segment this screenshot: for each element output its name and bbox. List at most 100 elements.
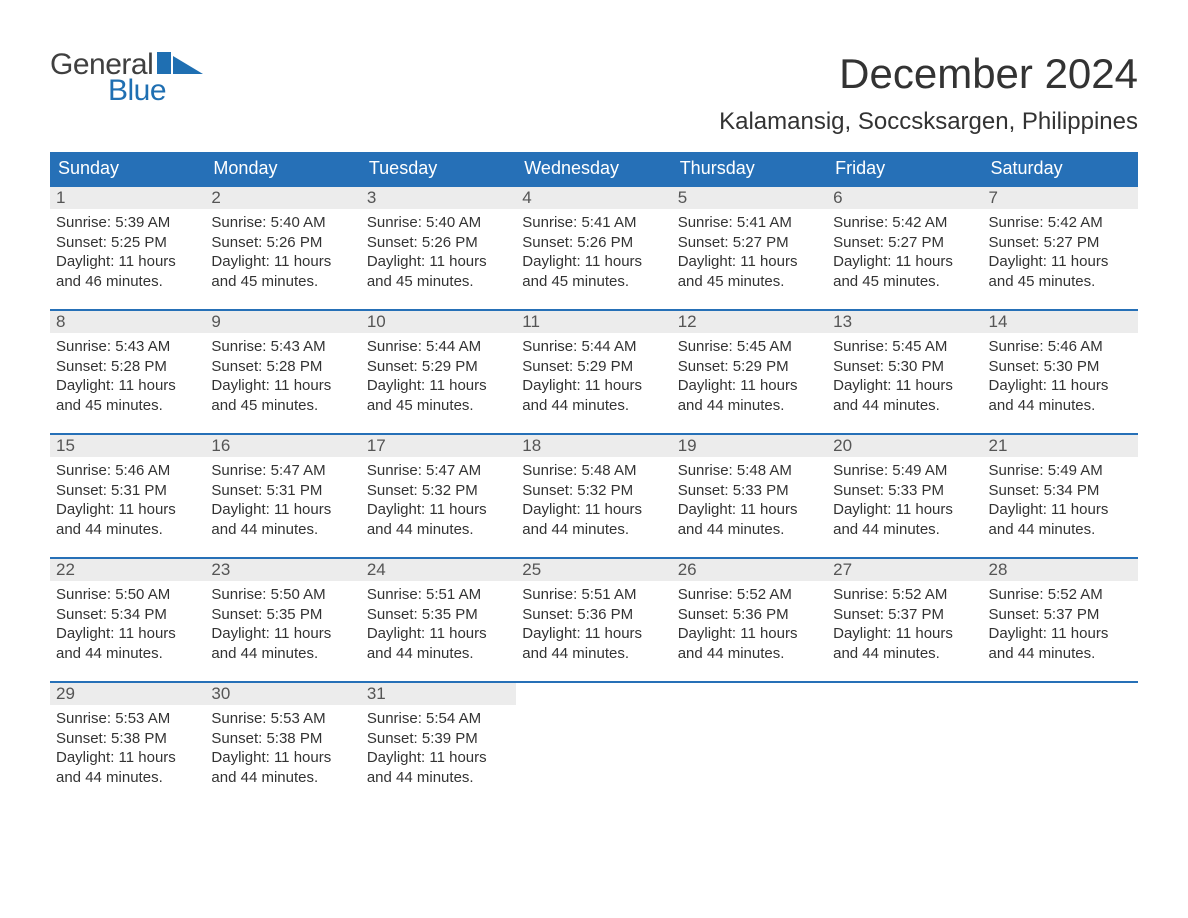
day-number: 27 bbox=[827, 559, 982, 581]
day-details: Sunrise: 5:43 AMSunset: 5:28 PMDaylight:… bbox=[205, 333, 360, 415]
day-cell: 3Sunrise: 5:40 AMSunset: 5:26 PMDaylight… bbox=[361, 187, 516, 291]
daylight-text: Daylight: 11 hours bbox=[367, 500, 510, 520]
weekday-sunday: Sunday bbox=[50, 152, 205, 185]
sunrise-text: Sunrise: 5:47 AM bbox=[211, 461, 354, 481]
sunrise-text: Sunrise: 5:48 AM bbox=[678, 461, 821, 481]
daylight-text: Daylight: 11 hours bbox=[989, 500, 1132, 520]
daylight-text: and 44 minutes. bbox=[678, 520, 821, 540]
weekday-thursday: Thursday bbox=[672, 152, 827, 185]
sunset-text: Sunset: 5:26 PM bbox=[522, 233, 665, 253]
day-cell: 27Sunrise: 5:52 AMSunset: 5:37 PMDayligh… bbox=[827, 559, 982, 663]
daylight-text: Daylight: 11 hours bbox=[56, 376, 199, 396]
sunset-text: Sunset: 5:31 PM bbox=[211, 481, 354, 501]
day-cell: 1Sunrise: 5:39 AMSunset: 5:25 PMDaylight… bbox=[50, 187, 205, 291]
day-cell: 10Sunrise: 5:44 AMSunset: 5:29 PMDayligh… bbox=[361, 311, 516, 415]
sunrise-text: Sunrise: 5:52 AM bbox=[989, 585, 1132, 605]
sunset-text: Sunset: 5:37 PM bbox=[989, 605, 1132, 625]
sunset-text: Sunset: 5:27 PM bbox=[678, 233, 821, 253]
day-details: Sunrise: 5:48 AMSunset: 5:32 PMDaylight:… bbox=[516, 457, 671, 539]
day-cell: 18Sunrise: 5:48 AMSunset: 5:32 PMDayligh… bbox=[516, 435, 671, 539]
day-cell: 24Sunrise: 5:51 AMSunset: 5:35 PMDayligh… bbox=[361, 559, 516, 663]
daylight-text: Daylight: 11 hours bbox=[833, 500, 976, 520]
sunrise-text: Sunrise: 5:50 AM bbox=[211, 585, 354, 605]
day-number bbox=[827, 683, 982, 705]
daylight-text: and 44 minutes. bbox=[678, 644, 821, 664]
day-number: 29 bbox=[50, 683, 205, 705]
daylight-text: and 44 minutes. bbox=[56, 644, 199, 664]
day-number: 25 bbox=[516, 559, 671, 581]
weekday-friday: Friday bbox=[827, 152, 982, 185]
weekday-header-row: SundayMondayTuesdayWednesdayThursdayFrid… bbox=[50, 152, 1138, 185]
location-subtitle: Kalamansig, Soccsksargen, Philippines bbox=[719, 108, 1138, 136]
sunset-text: Sunset: 5:28 PM bbox=[211, 357, 354, 377]
daylight-text: Daylight: 11 hours bbox=[522, 252, 665, 272]
sunrise-text: Sunrise: 5:46 AM bbox=[989, 337, 1132, 357]
day-cell: 5Sunrise: 5:41 AMSunset: 5:27 PMDaylight… bbox=[672, 187, 827, 291]
sunrise-text: Sunrise: 5:51 AM bbox=[522, 585, 665, 605]
sunset-text: Sunset: 5:37 PM bbox=[833, 605, 976, 625]
daylight-text: and 44 minutes. bbox=[367, 644, 510, 664]
sunrise-text: Sunrise: 5:46 AM bbox=[56, 461, 199, 481]
daylight-text: Daylight: 11 hours bbox=[367, 252, 510, 272]
sunset-text: Sunset: 5:32 PM bbox=[522, 481, 665, 501]
day-cell: 4Sunrise: 5:41 AMSunset: 5:26 PMDaylight… bbox=[516, 187, 671, 291]
day-details: Sunrise: 5:50 AMSunset: 5:35 PMDaylight:… bbox=[205, 581, 360, 663]
sunrise-text: Sunrise: 5:41 AM bbox=[678, 213, 821, 233]
sunset-text: Sunset: 5:39 PM bbox=[367, 729, 510, 749]
sunrise-text: Sunrise: 5:41 AM bbox=[522, 213, 665, 233]
daylight-text: and 45 minutes. bbox=[211, 396, 354, 416]
daylight-text: and 44 minutes. bbox=[833, 520, 976, 540]
sunrise-text: Sunrise: 5:54 AM bbox=[367, 709, 510, 729]
weekday-saturday: Saturday bbox=[983, 152, 1138, 185]
sunrise-text: Sunrise: 5:47 AM bbox=[367, 461, 510, 481]
sunset-text: Sunset: 5:28 PM bbox=[56, 357, 199, 377]
sunrise-text: Sunrise: 5:53 AM bbox=[211, 709, 354, 729]
daylight-text: Daylight: 11 hours bbox=[833, 252, 976, 272]
day-details: Sunrise: 5:39 AMSunset: 5:25 PMDaylight:… bbox=[50, 209, 205, 291]
daylight-text: and 45 minutes. bbox=[211, 272, 354, 292]
day-details: Sunrise: 5:51 AMSunset: 5:36 PMDaylight:… bbox=[516, 581, 671, 663]
day-number: 9 bbox=[205, 311, 360, 333]
daylight-text: Daylight: 11 hours bbox=[833, 624, 976, 644]
sunset-text: Sunset: 5:36 PM bbox=[678, 605, 821, 625]
day-details: Sunrise: 5:42 AMSunset: 5:27 PMDaylight:… bbox=[827, 209, 982, 291]
day-number: 8 bbox=[50, 311, 205, 333]
day-cell: 15Sunrise: 5:46 AMSunset: 5:31 PMDayligh… bbox=[50, 435, 205, 539]
sunset-text: Sunset: 5:26 PM bbox=[367, 233, 510, 253]
daylight-text: Daylight: 11 hours bbox=[56, 500, 199, 520]
daylight-text: Daylight: 11 hours bbox=[833, 376, 976, 396]
daylight-text: Daylight: 11 hours bbox=[211, 748, 354, 768]
sunset-text: Sunset: 5:31 PM bbox=[56, 481, 199, 501]
daylight-text: and 44 minutes. bbox=[522, 644, 665, 664]
sunrise-text: Sunrise: 5:42 AM bbox=[833, 213, 976, 233]
sunrise-text: Sunrise: 5:43 AM bbox=[56, 337, 199, 357]
daylight-text: and 45 minutes. bbox=[522, 272, 665, 292]
day-details: Sunrise: 5:49 AMSunset: 5:33 PMDaylight:… bbox=[827, 457, 982, 539]
sunset-text: Sunset: 5:35 PM bbox=[367, 605, 510, 625]
week-row: 1Sunrise: 5:39 AMSunset: 5:25 PMDaylight… bbox=[50, 185, 1138, 291]
day-cell: 14Sunrise: 5:46 AMSunset: 5:30 PMDayligh… bbox=[983, 311, 1138, 415]
day-empty bbox=[827, 683, 982, 787]
sunset-text: Sunset: 5:29 PM bbox=[367, 357, 510, 377]
day-number: 23 bbox=[205, 559, 360, 581]
daylight-text: and 44 minutes. bbox=[678, 396, 821, 416]
day-details: Sunrise: 5:51 AMSunset: 5:35 PMDaylight:… bbox=[361, 581, 516, 663]
day-details: Sunrise: 5:46 AMSunset: 5:30 PMDaylight:… bbox=[983, 333, 1138, 415]
sunrise-text: Sunrise: 5:43 AM bbox=[211, 337, 354, 357]
day-number: 3 bbox=[361, 187, 516, 209]
day-cell: 20Sunrise: 5:49 AMSunset: 5:33 PMDayligh… bbox=[827, 435, 982, 539]
day-number: 11 bbox=[516, 311, 671, 333]
day-cell: 11Sunrise: 5:44 AMSunset: 5:29 PMDayligh… bbox=[516, 311, 671, 415]
sunset-text: Sunset: 5:32 PM bbox=[367, 481, 510, 501]
day-empty bbox=[983, 683, 1138, 787]
sunset-text: Sunset: 5:29 PM bbox=[522, 357, 665, 377]
daylight-text: Daylight: 11 hours bbox=[56, 748, 199, 768]
daylight-text: and 45 minutes. bbox=[367, 396, 510, 416]
day-number: 10 bbox=[361, 311, 516, 333]
sunset-text: Sunset: 5:30 PM bbox=[989, 357, 1132, 377]
day-number: 26 bbox=[672, 559, 827, 581]
sunrise-text: Sunrise: 5:50 AM bbox=[56, 585, 199, 605]
daylight-text: and 44 minutes. bbox=[211, 644, 354, 664]
sunset-text: Sunset: 5:36 PM bbox=[522, 605, 665, 625]
daylight-text: Daylight: 11 hours bbox=[211, 500, 354, 520]
